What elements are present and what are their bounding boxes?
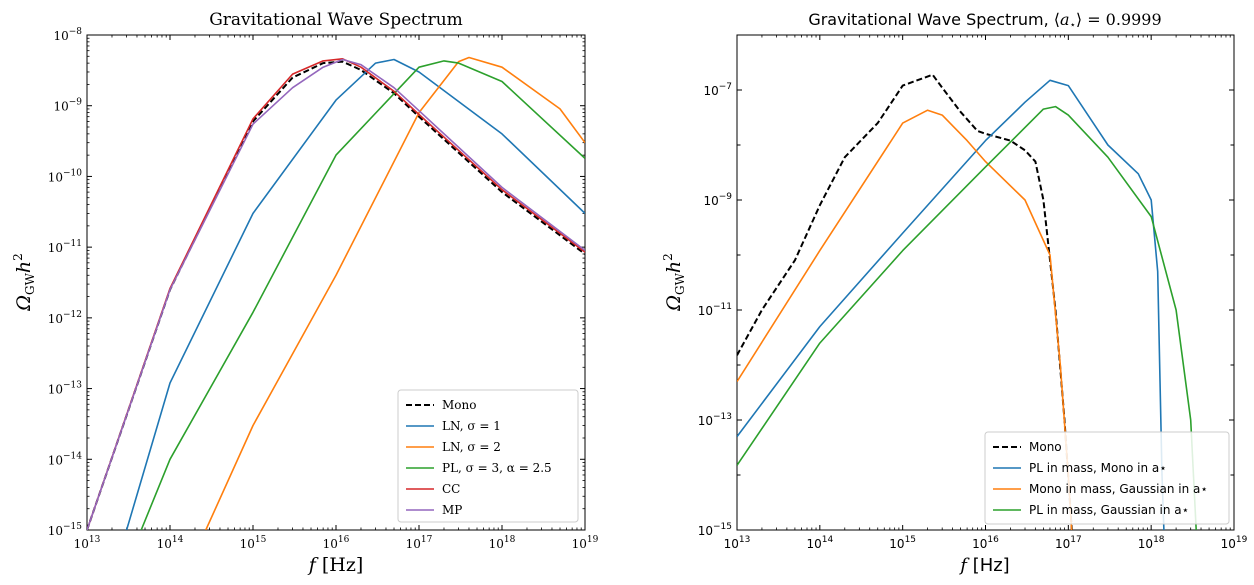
x-tick-label: 1017 (406, 535, 433, 551)
legend-label: PL in mass, Mono in a⋆ (1029, 461, 1167, 475)
x-tick-label: 1015 (889, 535, 916, 551)
x-tick-label: 1013 (74, 535, 101, 551)
y-tick-label: 10−15 (48, 522, 83, 538)
chart-left-ticks: 1013 1014 1015 1016 1017 1018 1019 10−15 10−14 10… (48, 27, 599, 551)
legend-label: LN, σ = 2 (442, 440, 501, 454)
chart-right: Gravitational Wave Spectrum, ⟨a⋆⟩ = 0.99… (661, 10, 1248, 576)
chart-left-legend-box (397, 389, 579, 523)
series-line-1 (737, 79, 1165, 530)
legend-label: LN, σ = 1 (442, 419, 501, 433)
series-line-0 (737, 73, 1073, 530)
chart-right-legend: Mono PL in mass, Mono in a⋆ Mono in mass, … (984, 431, 1230, 525)
chart-left-legend: Mono LN, σ = 1 LN, σ = 2 PL, σ = 3, α = 2.5… (397, 389, 579, 523)
y-tick-label: 10−15 (698, 522, 732, 538)
chart-right-xlabel: f [Hz] (958, 555, 1009, 576)
series-line-3 (140, 60, 585, 530)
series-line-0 (87, 60, 585, 530)
legend-label: Mono in mass, Gaussian in a⋆ (1029, 482, 1208, 496)
x-tick-label: 1019 (572, 535, 599, 551)
y-tick-label: 10−13 (698, 412, 732, 428)
chart-right-ticks: 1013 1014 1015 1016 1017 1018 1019 10−15 10−13 10… (698, 34, 1248, 551)
x-tick-label: 1017 (1055, 535, 1082, 551)
legend-label: PL in mass, Gaussian in a⋆ (1029, 503, 1189, 517)
chart-right-title: Gravitational Wave Spectrum, ⟨a⋆⟩ = 0.99… (808, 10, 1161, 31)
y-tick-label: 10−11 (698, 302, 732, 318)
y-tick-label: 10−8 (53, 27, 82, 43)
chart-right-legend-box (984, 431, 1230, 525)
y-tick-label: 10−9 (53, 98, 82, 114)
chart-left-series (87, 56, 585, 530)
series-line-1 (125, 58, 585, 530)
x-tick-label: 1018 (1138, 535, 1165, 551)
x-tick-label: 1015 (240, 535, 267, 551)
y-tick-label: 10−7 (703, 82, 732, 98)
y-tick-label: 10−13 (48, 381, 83, 397)
y-tick-label: 10−9 (703, 192, 732, 208)
chart-left-ylabel: ΩGWh2 (11, 253, 37, 312)
y-tick-label: 10−12 (48, 310, 82, 326)
y-tick-label: 10−10 (48, 168, 83, 184)
x-tick-label: 1016 (972, 535, 999, 551)
y-tick-label: 10−14 (48, 451, 83, 467)
x-tick-label: 1018 (489, 535, 516, 551)
legend-label: PL, σ = 3, α = 2.5 (442, 461, 552, 475)
legend-label: MP (442, 503, 462, 517)
chart-right-series (737, 73, 1198, 530)
chart-right-ylabel: ΩGWh2 (661, 253, 687, 312)
legend-label: Mono (1029, 440, 1062, 454)
y-tick-label: 10−11 (48, 239, 82, 255)
x-tick-label: 1016 (323, 535, 350, 551)
x-tick-label: 1013 (724, 535, 751, 551)
legend-label: CC (442, 482, 460, 496)
series-line-2 (205, 56, 585, 530)
chart-left-title: Gravitational Wave Spectrum (209, 10, 463, 30)
chart-left-xlabel: f [Hz] (307, 554, 364, 576)
chart-left: Gravitational Wave Spectrum 1013 1014 1015… (11, 10, 599, 576)
legend-label: Mono (442, 398, 476, 412)
x-tick-label: 1019 (1221, 535, 1248, 551)
x-tick-label: 1014 (806, 535, 833, 551)
series-line-3 (737, 105, 1198, 530)
x-tick-label: 1014 (157, 535, 184, 551)
series-line-5 (87, 58, 585, 530)
series-line-2 (737, 109, 1073, 530)
